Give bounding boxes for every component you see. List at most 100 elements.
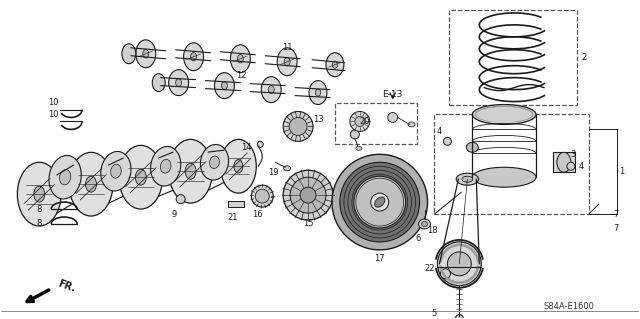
- Ellipse shape: [283, 170, 333, 220]
- Ellipse shape: [136, 40, 156, 68]
- Ellipse shape: [388, 113, 397, 122]
- Ellipse shape: [214, 73, 234, 99]
- Ellipse shape: [161, 159, 171, 173]
- Ellipse shape: [209, 156, 220, 168]
- Ellipse shape: [444, 137, 451, 145]
- Ellipse shape: [557, 152, 571, 172]
- Ellipse shape: [150, 146, 180, 186]
- Ellipse shape: [49, 155, 81, 199]
- Ellipse shape: [350, 130, 359, 139]
- Text: 5: 5: [432, 309, 437, 318]
- Ellipse shape: [350, 112, 370, 131]
- Text: 11: 11: [282, 43, 292, 52]
- Ellipse shape: [371, 193, 388, 211]
- Ellipse shape: [438, 242, 481, 286]
- Text: 16: 16: [252, 210, 262, 219]
- Ellipse shape: [175, 79, 182, 86]
- Bar: [553, 152, 575, 172]
- Ellipse shape: [467, 142, 478, 152]
- Bar: [335, 102, 417, 145]
- Ellipse shape: [289, 117, 307, 135]
- Bar: [435, 115, 589, 214]
- Bar: [228, 201, 244, 207]
- Ellipse shape: [284, 57, 290, 66]
- Ellipse shape: [440, 269, 451, 279]
- Text: 8: 8: [36, 219, 42, 228]
- Ellipse shape: [355, 116, 365, 126]
- Ellipse shape: [300, 187, 316, 203]
- Ellipse shape: [69, 152, 113, 216]
- Ellipse shape: [447, 252, 471, 276]
- Text: 1: 1: [619, 167, 624, 176]
- Ellipse shape: [135, 169, 147, 185]
- Ellipse shape: [234, 160, 243, 173]
- Ellipse shape: [176, 195, 185, 204]
- Ellipse shape: [456, 315, 463, 319]
- Text: 10: 10: [48, 110, 58, 119]
- Ellipse shape: [230, 45, 250, 73]
- Ellipse shape: [472, 167, 536, 187]
- Ellipse shape: [332, 154, 428, 250]
- Text: 17: 17: [374, 254, 385, 263]
- Text: 8: 8: [36, 204, 42, 213]
- Text: 7: 7: [613, 225, 618, 234]
- Text: S84A-E1600: S84A-E1600: [543, 302, 595, 311]
- Ellipse shape: [422, 221, 428, 226]
- Ellipse shape: [122, 44, 136, 64]
- Ellipse shape: [354, 176, 406, 228]
- Ellipse shape: [290, 177, 326, 213]
- Ellipse shape: [261, 77, 281, 102]
- Ellipse shape: [340, 162, 420, 242]
- Ellipse shape: [185, 163, 196, 179]
- Text: 20: 20: [360, 117, 370, 126]
- Text: 14: 14: [241, 143, 252, 152]
- Text: 21: 21: [227, 212, 237, 221]
- Ellipse shape: [34, 186, 45, 202]
- Text: 18: 18: [427, 226, 438, 235]
- Text: 9: 9: [171, 210, 176, 219]
- Ellipse shape: [119, 145, 163, 209]
- Text: 6: 6: [415, 234, 420, 243]
- Ellipse shape: [472, 105, 536, 124]
- Ellipse shape: [567, 162, 575, 170]
- Text: 2: 2: [581, 53, 586, 62]
- Ellipse shape: [374, 197, 385, 207]
- Ellipse shape: [200, 145, 228, 180]
- Text: 13: 13: [313, 115, 323, 124]
- Ellipse shape: [462, 176, 473, 182]
- Ellipse shape: [326, 53, 344, 77]
- Ellipse shape: [356, 146, 362, 150]
- Ellipse shape: [309, 81, 327, 105]
- Ellipse shape: [283, 112, 313, 141]
- Text: 19: 19: [268, 168, 278, 177]
- Ellipse shape: [220, 139, 256, 193]
- Ellipse shape: [111, 164, 121, 178]
- Text: 10: 10: [48, 98, 58, 107]
- Ellipse shape: [60, 170, 71, 185]
- Text: 22: 22: [424, 264, 435, 273]
- Text: 4: 4: [437, 127, 442, 136]
- Ellipse shape: [277, 48, 297, 76]
- Text: 4: 4: [578, 162, 584, 171]
- Text: 12: 12: [236, 71, 246, 80]
- Bar: [449, 10, 577, 105]
- Ellipse shape: [237, 55, 243, 63]
- Text: 7: 7: [613, 210, 618, 219]
- Ellipse shape: [316, 89, 321, 96]
- Text: 3: 3: [570, 150, 575, 159]
- Ellipse shape: [143, 49, 148, 58]
- Ellipse shape: [191, 53, 196, 61]
- Text: E-13: E-13: [383, 90, 403, 99]
- Ellipse shape: [456, 173, 479, 185]
- Ellipse shape: [17, 162, 61, 226]
- Ellipse shape: [332, 61, 338, 68]
- Ellipse shape: [101, 152, 131, 191]
- Ellipse shape: [255, 189, 269, 203]
- Ellipse shape: [252, 185, 273, 207]
- Text: 15: 15: [303, 219, 314, 227]
- Ellipse shape: [169, 70, 189, 96]
- Ellipse shape: [284, 166, 291, 171]
- Ellipse shape: [257, 141, 263, 147]
- Ellipse shape: [221, 82, 227, 90]
- Ellipse shape: [169, 139, 212, 203]
